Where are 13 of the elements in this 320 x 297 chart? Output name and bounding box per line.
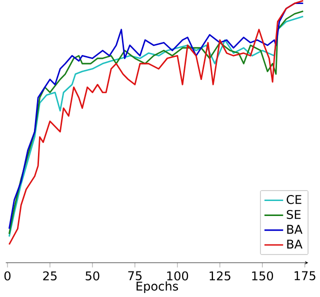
x-tick-label: 75 <box>128 271 142 280</box>
x-tick-label: 50 <box>86 271 100 281</box>
legend-label: BA <box>287 240 302 249</box>
x-tick-label: 100 <box>167 271 188 281</box>
legend-label: BA <box>287 225 302 234</box>
x-tick-label: 150 <box>252 271 274 281</box>
x-tick-label: 175 <box>294 271 316 280</box>
x-tick-label: 25 <box>43 271 57 281</box>
x-tick-label: 0 <box>4 271 11 281</box>
x-axis-title: Epochs <box>136 282 178 294</box>
legend-label: CE <box>286 195 302 204</box>
x-tick-label: 125 <box>210 271 230 281</box>
legend-label: SE <box>286 210 301 220</box>
